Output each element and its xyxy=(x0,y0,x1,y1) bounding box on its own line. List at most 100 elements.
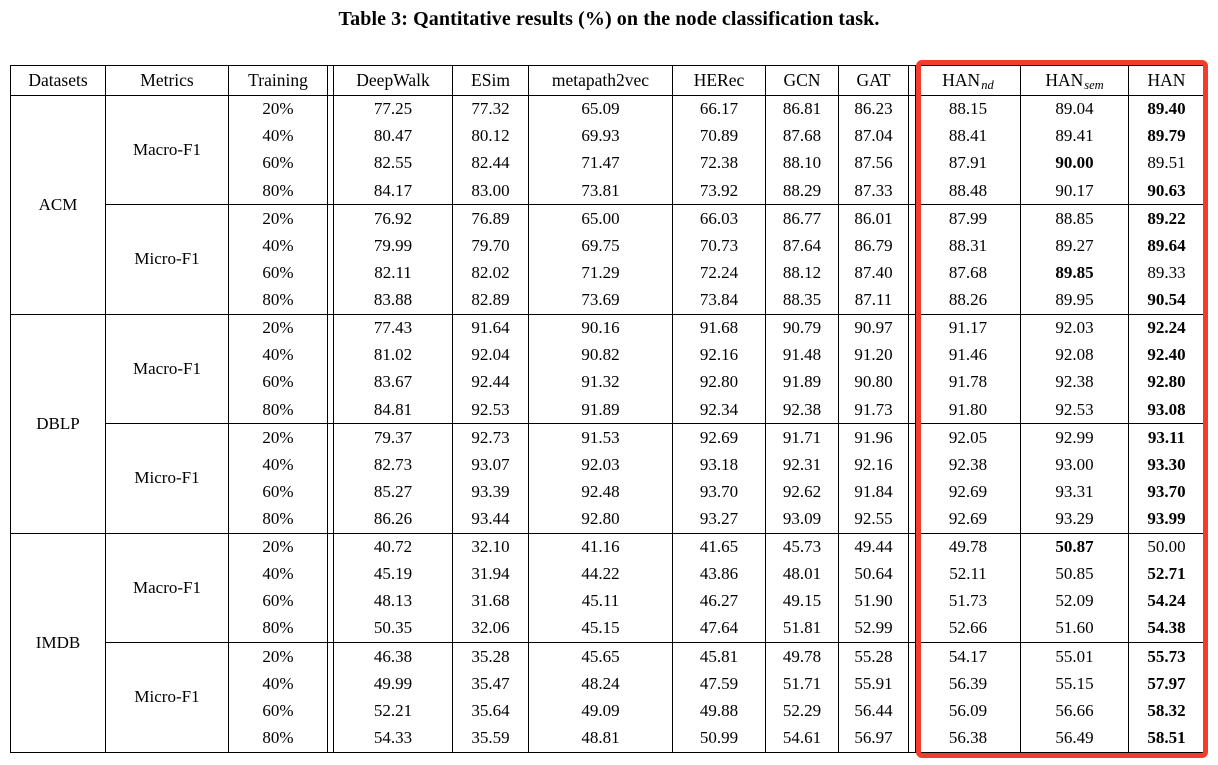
value-cell: 86.26 xyxy=(333,505,453,534)
value-cell: 93.29 xyxy=(1020,505,1129,534)
value-cell: 52.21 xyxy=(333,697,453,725)
value-cell: 45.15 xyxy=(528,615,673,643)
value-cell: 49.88 xyxy=(672,697,766,725)
double-rule-spacer xyxy=(908,724,916,753)
value-cell: 35.47 xyxy=(452,670,529,698)
value-cell: 50.35 xyxy=(333,615,453,643)
metric-label: Micro-F1 xyxy=(105,642,229,753)
col-header-esim: ESim xyxy=(452,65,529,96)
value-cell: 80.12 xyxy=(452,123,529,151)
table-row: Micro-F1 20% 76.92 76.89 65.00 66.03 86.77 86.0… xyxy=(11,204,1205,315)
value-cell: 87.33 xyxy=(838,177,909,205)
col-header-han-nd: HANnd xyxy=(915,65,1021,96)
value-cell: 92.03 xyxy=(1020,313,1129,343)
value-cell: 91.96 xyxy=(838,423,909,452)
value-cell: 92.08 xyxy=(1020,342,1129,370)
value-cell: 79.70 xyxy=(452,232,529,260)
value-cell: 69.75 xyxy=(528,232,673,260)
value-cell: 93.18 xyxy=(672,451,766,479)
col-header-han-sem: HANsem xyxy=(1020,65,1129,96)
double-rule-spacer xyxy=(908,561,916,589)
value-cell: 79.37 xyxy=(333,423,453,452)
value-cell: 93.11 xyxy=(1128,423,1205,452)
value-cell: 92.16 xyxy=(838,451,909,479)
value-cell: 52.71 xyxy=(1128,561,1205,589)
value-cell: 85.27 xyxy=(333,478,453,506)
double-rule-spacer xyxy=(908,342,916,370)
value-cell: 55.15 xyxy=(1020,670,1129,698)
dataset-label: IMDB xyxy=(10,532,106,753)
table-row: 80% 50.35 32.06 45.15 47.64 51.81 52.99 52.66 51… xyxy=(11,615,1205,643)
value-cell: 93.07 xyxy=(452,451,529,479)
value-cell: 52.66 xyxy=(915,615,1021,643)
double-rule-spacer xyxy=(908,396,916,424)
value-cell: 52.29 xyxy=(765,697,839,725)
double-rule-spacer xyxy=(908,505,916,534)
value-cell: 93.44 xyxy=(452,505,529,534)
value-cell: 88.12 xyxy=(765,259,839,287)
value-cell: 87.91 xyxy=(915,150,1021,178)
value-cell: 92.53 xyxy=(452,396,529,424)
value-cell: 76.92 xyxy=(333,204,453,233)
value-cell: 54.24 xyxy=(1128,588,1205,616)
value-cell: 93.30 xyxy=(1128,451,1205,479)
value-cell: 92.16 xyxy=(672,342,766,370)
training-percentage: 60% xyxy=(228,150,328,178)
value-cell: 52.99 xyxy=(838,615,909,643)
training-percentage: 40% xyxy=(228,232,328,260)
value-cell: 92.38 xyxy=(765,396,839,424)
value-cell: 46.27 xyxy=(672,588,766,616)
value-cell: 90.16 xyxy=(528,313,673,343)
col-header-metrics: Metrics xyxy=(105,65,229,96)
table-row: 80% 54.33 35.59 48.81 50.99 54.61 56.97 56.38 56… xyxy=(11,724,1205,753)
value-cell: 91.64 xyxy=(452,313,529,343)
double-rule-spacer xyxy=(908,313,916,343)
double-rule-spacer xyxy=(908,642,916,671)
value-cell: 45.11 xyxy=(528,588,673,616)
value-cell: 91.17 xyxy=(915,313,1021,343)
value-cell: 91.53 xyxy=(528,423,673,452)
value-cell: 87.68 xyxy=(765,123,839,151)
value-cell: 88.29 xyxy=(765,177,839,205)
value-cell: 86.01 xyxy=(838,204,909,233)
table-row: 40% 82.73 93.07 92.03 93.18 92.31 92.16 92.38 93… xyxy=(11,451,1205,479)
table-row: 40% 81.02 92.04 90.82 92.16 91.48 91.20 91.46 92… xyxy=(11,342,1205,370)
value-cell: 88.15 xyxy=(915,95,1021,124)
value-cell: 48.01 xyxy=(765,561,839,589)
value-cell: 90.54 xyxy=(1128,286,1205,315)
value-cell: 86.79 xyxy=(838,232,909,260)
col-header-herec: HERec xyxy=(672,65,766,96)
value-cell: 92.69 xyxy=(672,423,766,452)
value-cell: 92.38 xyxy=(1020,369,1129,397)
value-cell: 81.02 xyxy=(333,342,453,370)
value-cell: 89.22 xyxy=(1128,204,1205,233)
value-cell: 48.24 xyxy=(528,670,673,698)
value-cell: 90.00 xyxy=(1020,150,1129,178)
value-cell: 93.99 xyxy=(1128,505,1205,534)
value-cell: 89.64 xyxy=(1128,232,1205,260)
value-cell: 50.85 xyxy=(1020,561,1129,589)
training-percentage: 20% xyxy=(228,642,328,671)
value-cell: 48.81 xyxy=(528,724,673,753)
value-cell: 31.68 xyxy=(452,588,529,616)
training-percentage: 20% xyxy=(228,423,328,452)
double-rule-spacer xyxy=(908,204,916,233)
double-rule-spacer xyxy=(908,451,916,479)
value-cell: 45.73 xyxy=(765,532,839,561)
value-cell: 92.80 xyxy=(528,505,673,534)
value-cell: 90.97 xyxy=(838,313,909,343)
double-rule-spacer xyxy=(908,259,916,287)
value-cell: 83.88 xyxy=(333,286,453,315)
value-cell: 41.65 xyxy=(672,532,766,561)
value-cell: 92.38 xyxy=(915,451,1021,479)
col-header-han: HAN xyxy=(1128,65,1205,96)
table-row: 60% 85.27 93.39 92.48 93.70 92.62 91.84 92.69 93… xyxy=(11,478,1205,506)
value-cell: 71.47 xyxy=(528,150,673,178)
value-cell: 54.33 xyxy=(333,724,453,753)
value-cell: 84.81 xyxy=(333,396,453,424)
value-cell: 76.89 xyxy=(452,204,529,233)
value-cell: 92.34 xyxy=(672,396,766,424)
value-cell: 51.60 xyxy=(1020,615,1129,643)
table-row: 60% 48.13 31.68 45.11 46.27 49.15 51.90 51.73 52… xyxy=(11,588,1205,616)
training-percentage: 60% xyxy=(228,697,328,725)
